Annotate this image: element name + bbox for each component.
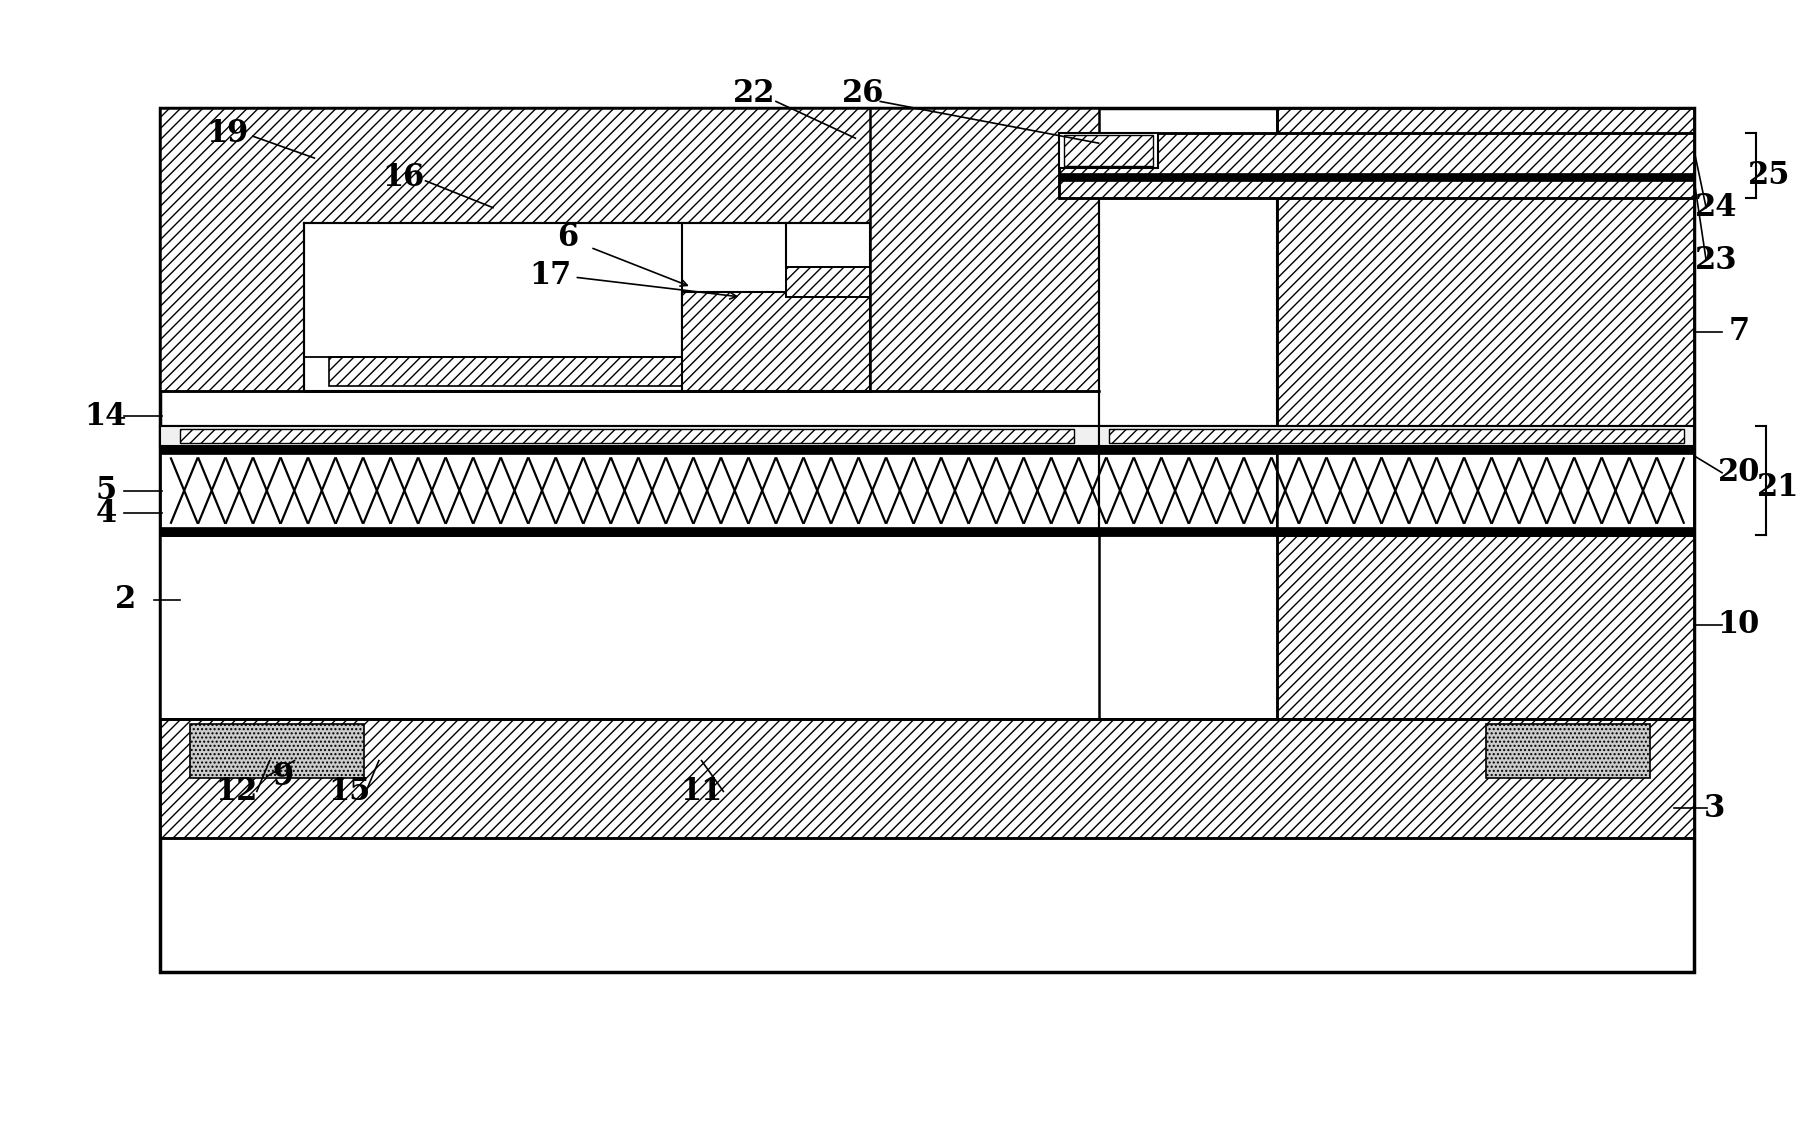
Text: 19: 19 — [205, 118, 249, 148]
Bar — [305, 356, 810, 392]
Bar — [160, 719, 1693, 838]
Text: 10: 10 — [1717, 609, 1761, 641]
Bar — [1059, 134, 1693, 198]
Text: 22: 22 — [732, 78, 776, 108]
Text: 24: 24 — [1695, 192, 1737, 223]
Text: 15: 15 — [329, 775, 371, 807]
Text: 20: 20 — [1717, 457, 1761, 489]
Bar — [1059, 134, 1693, 198]
Text: 25: 25 — [1748, 160, 1790, 192]
Bar — [1277, 536, 1693, 719]
Bar — [681, 292, 870, 392]
Text: 6: 6 — [558, 222, 578, 252]
Text: 2: 2 — [114, 585, 136, 616]
Text: 12: 12 — [216, 775, 258, 807]
Text: 4: 4 — [94, 498, 116, 529]
Bar — [1059, 172, 1693, 180]
Text: 9: 9 — [273, 761, 293, 793]
Text: 21: 21 — [1757, 472, 1801, 504]
Text: 16: 16 — [383, 162, 425, 193]
Bar — [160, 445, 1693, 453]
Bar — [160, 108, 1693, 972]
Text: 7: 7 — [1728, 316, 1750, 347]
Text: 26: 26 — [841, 78, 885, 108]
Bar — [1277, 108, 1693, 536]
Text: 11: 11 — [680, 775, 723, 807]
Bar — [160, 426, 1099, 445]
Bar — [305, 223, 870, 392]
Text: 3: 3 — [1703, 793, 1724, 823]
Text: 17: 17 — [529, 259, 572, 291]
Bar — [329, 356, 810, 386]
Bar — [1065, 135, 1154, 166]
Bar — [1099, 198, 1277, 536]
Bar — [160, 536, 1099, 719]
Bar — [160, 719, 1693, 838]
Bar — [180, 429, 1074, 443]
Bar — [160, 528, 1693, 536]
Bar — [160, 108, 1099, 392]
Text: 5: 5 — [94, 475, 116, 506]
Bar — [1277, 108, 1693, 536]
Text: 14: 14 — [85, 401, 127, 432]
Bar — [1486, 724, 1650, 779]
Bar — [787, 267, 870, 297]
Bar — [1059, 134, 1157, 168]
Bar — [1108, 429, 1684, 443]
Bar — [787, 267, 870, 297]
Text: 23: 23 — [1695, 244, 1737, 275]
Bar — [1277, 536, 1693, 719]
Bar — [1099, 426, 1693, 445]
Bar — [191, 724, 363, 779]
Bar — [160, 445, 1693, 536]
